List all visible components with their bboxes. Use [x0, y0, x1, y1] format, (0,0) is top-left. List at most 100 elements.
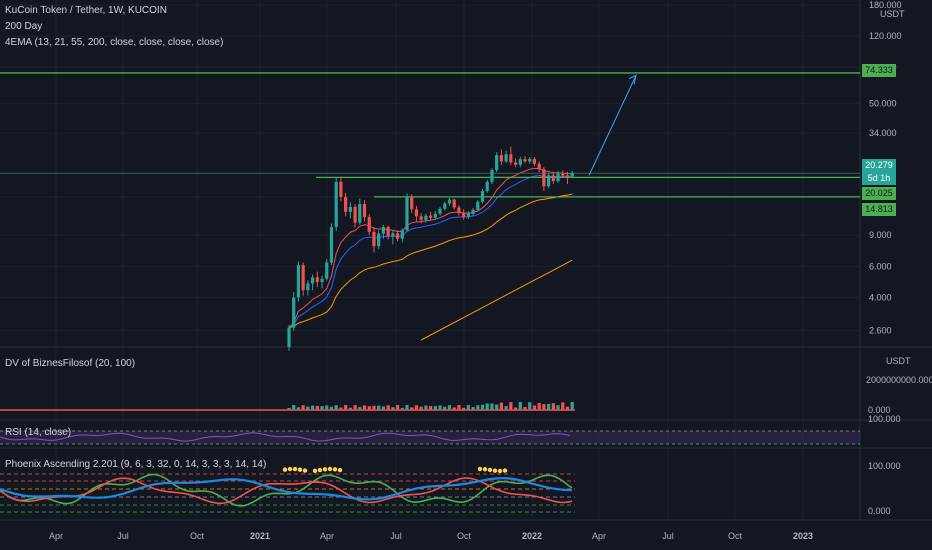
candle-body [528, 158, 532, 162]
candle [447, 198, 452, 206]
phoenix-dot [297, 467, 303, 472]
phoenix-dot [292, 466, 298, 472]
candle-body [424, 215, 428, 220]
x-tick-label: 2023 [793, 531, 813, 541]
phoenix-green-line [0, 473, 573, 507]
phoenix-dot [487, 467, 493, 473]
candle-body [372, 231, 376, 247]
candle-body [320, 278, 324, 282]
candle-body [296, 265, 301, 298]
dv-bar [462, 407, 466, 410]
dv-bar [334, 405, 338, 410]
phoenix-dot [327, 466, 333, 472]
dv-bar [476, 405, 480, 410]
phoenix-dot [492, 468, 498, 473]
candle-body [438, 208, 442, 214]
candle [419, 213, 423, 224]
candle [547, 173, 551, 189]
candle-body [315, 277, 319, 282]
y-tick-label: 2.600 [869, 326, 892, 336]
phoenix-pane-title[interactable]: Phoenix Ascending 2.201 (9, 6, 3, 32, 0,… [5, 459, 267, 470]
candle [565, 171, 570, 185]
candle [315, 271, 319, 287]
dv-bar [400, 407, 404, 410]
dv-bar [513, 407, 518, 410]
candle [358, 198, 362, 225]
candle [348, 202, 352, 219]
phoenix-dot [282, 467, 288, 472]
horizontal-levels[interactable] [0, 72, 860, 198]
candle-body [429, 215, 433, 218]
candle-body [466, 213, 470, 218]
ema-21-line [288, 174, 573, 329]
x-tick-label: Apr [320, 531, 334, 541]
candle [499, 149, 503, 165]
candle-body [391, 233, 395, 237]
ema-55-line [288, 193, 573, 329]
y-tick-label: 4.000 [869, 292, 892, 302]
candle-body [518, 159, 522, 165]
dv-bar [348, 407, 352, 410]
candle-body [443, 203, 447, 209]
rsi-tick-100: 100.000 [868, 414, 901, 424]
x-tick-label: Apr [592, 531, 606, 541]
x-tick-label: Jul [117, 531, 129, 541]
candle [495, 152, 499, 172]
dv-bar [480, 404, 485, 410]
indicator-200-day[interactable]: 200 Day [5, 21, 43, 32]
indicator-4ema[interactable]: 4EMA (13, 21, 55, 200, close, close, clo… [5, 37, 224, 48]
candle-body [490, 170, 494, 182]
candle [311, 274, 315, 291]
time-axis[interactable]: Apr Jul Oct 2021 Apr Jul Oct 2022 Apr Jul Oct 2023 [49, 531, 813, 541]
candle-body [381, 227, 385, 234]
dv-bar [287, 408, 291, 410]
candle-body [570, 172, 574, 177]
candle-body [499, 155, 503, 162]
rsi-line [0, 432, 571, 442]
dv-bar [367, 406, 371, 410]
candle [339, 176, 343, 202]
x-tick-label: Jul [662, 531, 674, 541]
candle-body [537, 163, 541, 170]
candle-body [561, 173, 565, 176]
candle [513, 158, 518, 168]
price-tag-level-top[interactable]: 74.333 [862, 64, 896, 77]
rsi-pane-title[interactable]: RSI (14, close) [5, 427, 72, 438]
candle-body [329, 227, 334, 263]
dv-bar [551, 403, 555, 410]
ema-lines [288, 167, 573, 341]
phoenix-tick-100: 100.000 [868, 461, 901, 471]
currency-label: USDT [880, 9, 905, 19]
candle-body [504, 154, 508, 162]
candle [504, 150, 508, 164]
dv-bar [339, 407, 343, 410]
candle [466, 211, 470, 220]
dv-bar [542, 404, 546, 410]
dv-bar [362, 405, 367, 410]
price-tag-level-low[interactable]: 14.813 [862, 203, 896, 216]
dv-bar [532, 405, 537, 410]
dv-pane-title[interactable]: DV of BiznesFilosof (20, 100) [5, 358, 136, 369]
candle-body [348, 206, 352, 212]
chart-title[interactable]: KuCoin Token / Tether, 1W, KUCOIN [5, 5, 167, 16]
candle-body [551, 175, 555, 182]
candle-body [433, 213, 437, 218]
dv-bar [490, 403, 494, 410]
candle [410, 194, 414, 214]
price-tag-level-mid[interactable]: 20.025 [862, 187, 896, 200]
dv-tick-zero: 0.000 [868, 405, 891, 415]
candle [471, 208, 475, 216]
y-tick-label: 34.000 [869, 128, 897, 138]
dv-bar [377, 405, 381, 410]
lower-panes [0, 402, 860, 513]
candle-body [405, 196, 409, 231]
dv-bar [528, 402, 532, 410]
dv-bar [419, 406, 423, 410]
dv-bar [457, 405, 461, 410]
dv-bar [438, 405, 442, 410]
projection-arrow [588, 75, 637, 176]
dv-bar [315, 405, 319, 410]
price-tag-last[interactable]: 20.279 [862, 159, 896, 172]
candle-body [292, 297, 296, 328]
